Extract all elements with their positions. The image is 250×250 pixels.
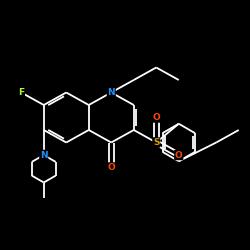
Text: F: F [18,88,24,97]
Text: O: O [152,113,160,122]
Text: O: O [108,163,115,172]
Text: N: N [40,150,48,160]
Text: N: N [108,88,115,97]
Text: S: S [153,138,160,147]
Text: O: O [175,150,182,160]
